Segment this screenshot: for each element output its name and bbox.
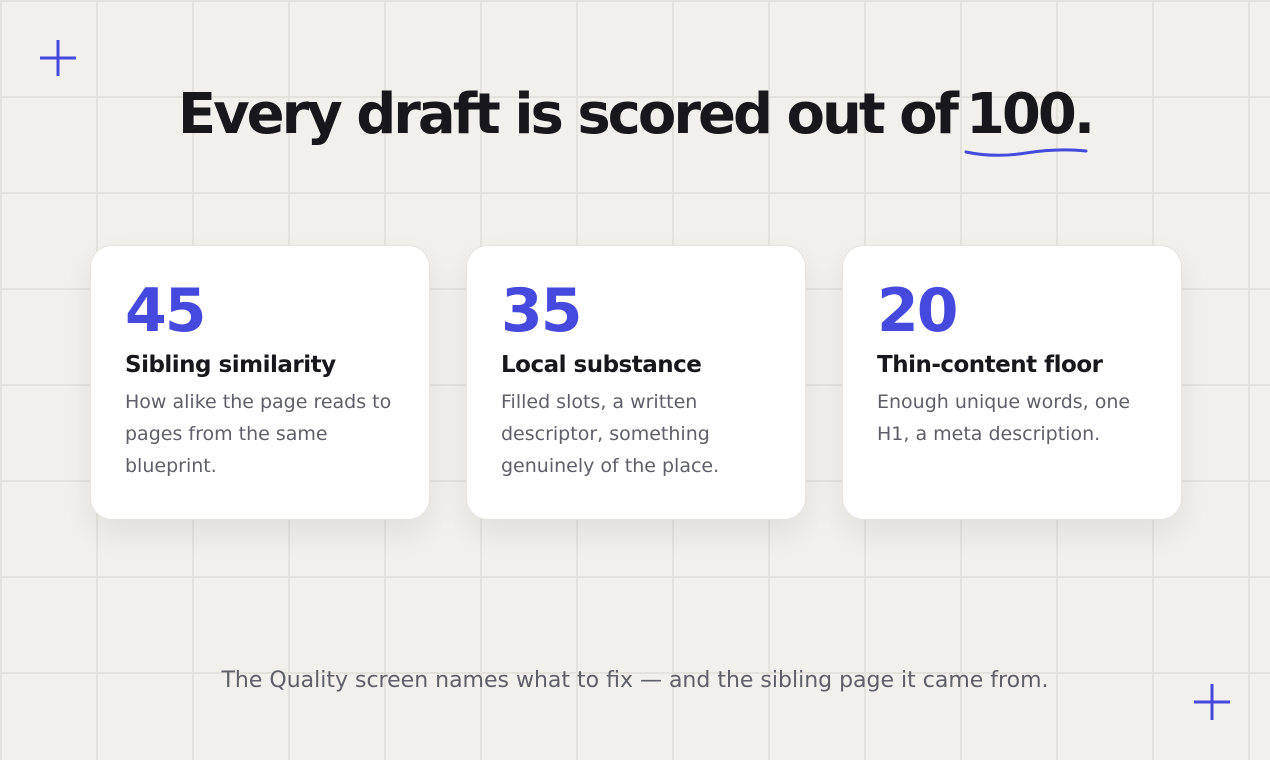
heading-text: Every draft is scored out of xyxy=(177,82,959,147)
card-title: Thin-content floor xyxy=(877,352,1103,378)
card-body: Enough unique words, one H1, a meta desc… xyxy=(877,391,1131,445)
heading-end: . xyxy=(1073,82,1095,147)
highlight-number: 100 xyxy=(965,82,1077,147)
plus-icon xyxy=(1194,684,1230,720)
card-title: Local substance xyxy=(501,352,702,378)
footer: The Quality screen names what to fix — a… xyxy=(221,668,1049,693)
score-card: 20 Thin-content floor Enough unique words,… xyxy=(842,245,1182,520)
card-body: Filled slots, a written descriptor, some… xyxy=(501,391,720,477)
card-score: 35 xyxy=(501,276,583,346)
score-card: 45 Sibling similarity How alike the page r… xyxy=(90,245,430,520)
score-card: 35 Local substance Filled slots, a written… xyxy=(466,245,806,520)
underline xyxy=(964,148,1088,157)
heading: Every draft is scored out of 100. xyxy=(0,82,1270,157)
card-title: Sibling similarity xyxy=(125,352,336,378)
cards: 45 Sibling similarity How alike the page r… xyxy=(90,245,1182,520)
card-score: 20 xyxy=(877,276,959,346)
plus-icon xyxy=(40,40,76,76)
card-score: 45 xyxy=(125,276,207,346)
heading-highlight: 100 xyxy=(964,82,1088,157)
card-body: How alike the page reads to pages from t… xyxy=(125,391,392,477)
